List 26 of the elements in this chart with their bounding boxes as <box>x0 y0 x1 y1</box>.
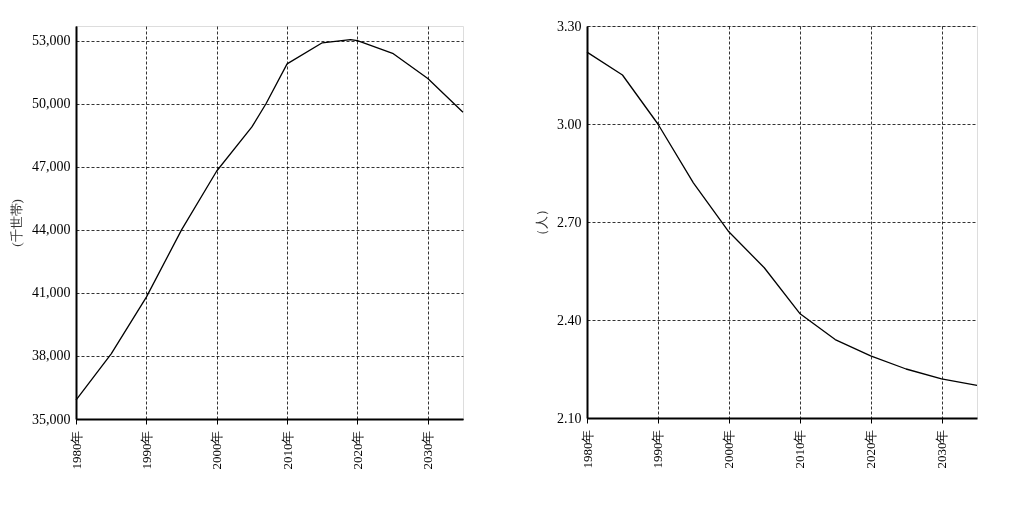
y-tick-label: 50,000 <box>32 96 71 112</box>
y-tick-label: 47,000 <box>32 159 71 175</box>
y-tick-label: 38,000 <box>32 348 71 364</box>
x-tick-label: 2030年 <box>934 429 950 469</box>
x-tick-label: 1990年 <box>650 429 666 469</box>
y-axis-title: (千世帯) <box>9 199 24 247</box>
x-tick-label: 2020年 <box>863 429 879 469</box>
y-tick-label: 44,000 <box>32 222 71 238</box>
y-tick-label: 41,000 <box>32 285 71 301</box>
y-axis-title: （人） <box>534 203 549 242</box>
x-tick-label: 2030年 <box>420 430 436 470</box>
y-tick-label: 2.40 <box>557 312 582 328</box>
y-tick-label: 53,000 <box>32 33 71 49</box>
x-tick-label: 2000年 <box>721 429 737 469</box>
y-tick-label: 3.30 <box>557 18 582 34</box>
x-tick-label: 2010年 <box>792 429 808 469</box>
x-tick-label: 2020年 <box>349 430 365 470</box>
x-tick-label: 1980年 <box>579 429 595 469</box>
x-tick-label: 2000年 <box>209 430 225 470</box>
y-tick-label: 35,000 <box>32 411 71 427</box>
x-tick-label: 1980年 <box>68 430 84 470</box>
x-tick-label: 2010年 <box>279 430 295 470</box>
y-tick-label: 3.00 <box>557 116 582 132</box>
x-tick-label: 1990年 <box>138 430 154 470</box>
y-tick-label: 2.70 <box>557 214 582 230</box>
y-tick-label: 2.10 <box>557 410 582 426</box>
